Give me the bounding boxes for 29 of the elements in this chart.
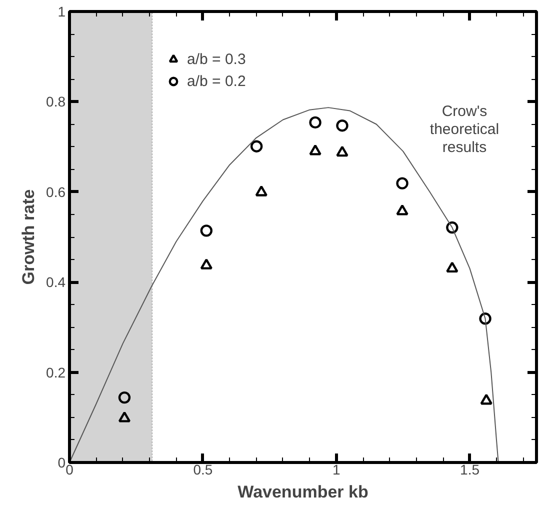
y-tick-label: 0.4	[46, 274, 66, 290]
point	[309, 144, 322, 156]
legend-label: a/b = 0.2	[187, 72, 246, 90]
y-tick-label: 0.2	[46, 364, 66, 380]
point	[255, 185, 268, 196]
x-axis-title: Wavenumber kb	[238, 482, 368, 502]
x-tick-label: 1	[332, 462, 340, 478]
point	[118, 391, 131, 404]
point	[446, 221, 458, 234]
point	[480, 394, 492, 405]
annotation: Crow's theoretical results	[430, 103, 500, 156]
point	[200, 258, 212, 270]
x-tick-label: 1.5	[460, 462, 480, 478]
point	[336, 146, 348, 157]
legend-label: a/b = 0.3	[187, 50, 246, 68]
point	[309, 116, 322, 129]
y-tick-label: 1	[58, 4, 66, 20]
x-tick-label: 0.5	[193, 462, 213, 478]
point	[479, 312, 492, 325]
y-tick-label: 0.6	[46, 184, 66, 200]
point	[446, 262, 458, 273]
y-tick-label: 0.8	[46, 94, 66, 110]
y-axis-title: Growth rate	[19, 189, 38, 285]
point	[118, 411, 131, 422]
point	[200, 224, 212, 237]
point	[396, 204, 408, 216]
point	[336, 120, 348, 132]
point	[250, 140, 263, 152]
point	[396, 177, 408, 190]
